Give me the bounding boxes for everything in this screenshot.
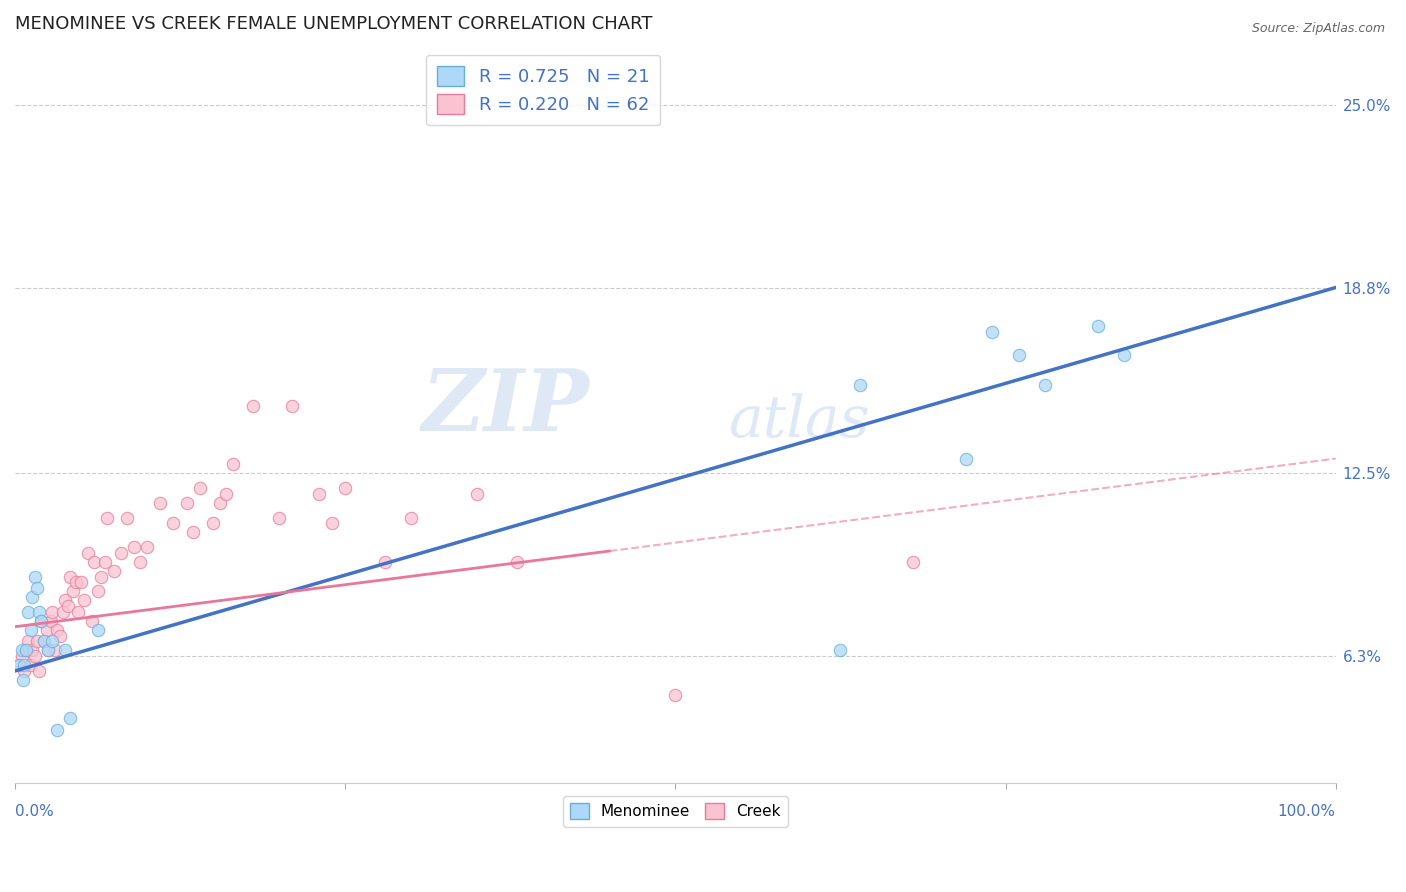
Point [90,569,112,583]
Point [27,582,49,596]
Text: 100.0%: 100.0% [1278,804,1336,819]
Point [162,516,184,531]
Point [664,688,686,702]
Point [17,634,39,648]
Point [65,575,87,590]
Point [41,634,63,648]
Point [122,540,145,554]
Point [269,510,291,524]
Point [308,487,330,501]
Point [96,510,118,524]
Point [11,673,34,687]
Point [14,643,37,657]
Point [46,623,69,637]
Point [17,605,39,619]
Point [41,605,63,619]
Point [44,643,66,657]
Point [37,643,59,657]
Point [87,584,110,599]
Point [67,605,90,619]
Point [103,564,125,578]
Point [506,555,529,569]
Point [59,711,82,725]
Point [7,658,30,673]
Point [208,496,231,510]
Point [24,569,46,583]
Text: MENOMINEE VS CREEK FEMALE UNEMPLOYMENT CORRELATION CHART: MENOMINEE VS CREEK FEMALE UNEMPLOYMENT C… [15,15,652,33]
Text: ZIP: ZIP [422,365,589,449]
Point [321,516,343,531]
Point [849,377,872,392]
Point [80,614,103,628]
Point [30,614,52,628]
Point [13,658,35,673]
Point [20,658,42,673]
Point [70,575,93,590]
Point [28,605,51,619]
Point [176,496,198,510]
Point [56,599,79,613]
Point [1087,318,1109,333]
Point [21,643,44,657]
Point [399,510,422,524]
Point [49,629,72,643]
Point [955,451,977,466]
Point [51,605,73,619]
Point [181,525,204,540]
Point [14,643,37,657]
Point [202,516,225,531]
Point [20,623,42,637]
Point [281,399,304,413]
Point [62,584,84,599]
Point [10,643,32,657]
Point [1008,348,1031,362]
Legend: Menominee, Creek: Menominee, Creek [562,796,789,827]
Point [7,658,30,673]
Point [94,555,117,569]
Point [27,634,49,648]
Point [110,546,132,560]
Point [53,593,76,607]
Point [188,481,211,495]
Point [1033,377,1056,392]
Point [53,643,76,657]
Point [117,510,139,524]
Point [136,540,159,554]
Point [10,649,32,664]
Point [76,546,98,560]
Point [46,723,69,737]
Point [35,623,58,637]
Text: Source: ZipAtlas.com: Source: ZipAtlas.com [1251,22,1385,36]
Point [32,634,55,648]
Point [73,593,96,607]
Point [981,325,1004,339]
Point [83,555,105,569]
Point [242,399,264,413]
Text: 0.0%: 0.0% [15,804,53,819]
Point [21,591,44,605]
Point [374,555,396,569]
Point [32,634,55,648]
Point [333,481,356,495]
Point [24,649,46,664]
Point [215,487,238,501]
Point [59,569,82,583]
Point [129,555,152,569]
Point [37,643,59,657]
Point [13,664,35,678]
Point [39,614,62,628]
Point [222,458,245,472]
Point [149,496,172,510]
Point [30,614,52,628]
Point [87,623,110,637]
Point [465,487,488,501]
Point [830,643,852,657]
Text: atlas: atlas [728,393,870,450]
Point [901,555,924,569]
Point [28,664,51,678]
Point [1114,348,1136,362]
